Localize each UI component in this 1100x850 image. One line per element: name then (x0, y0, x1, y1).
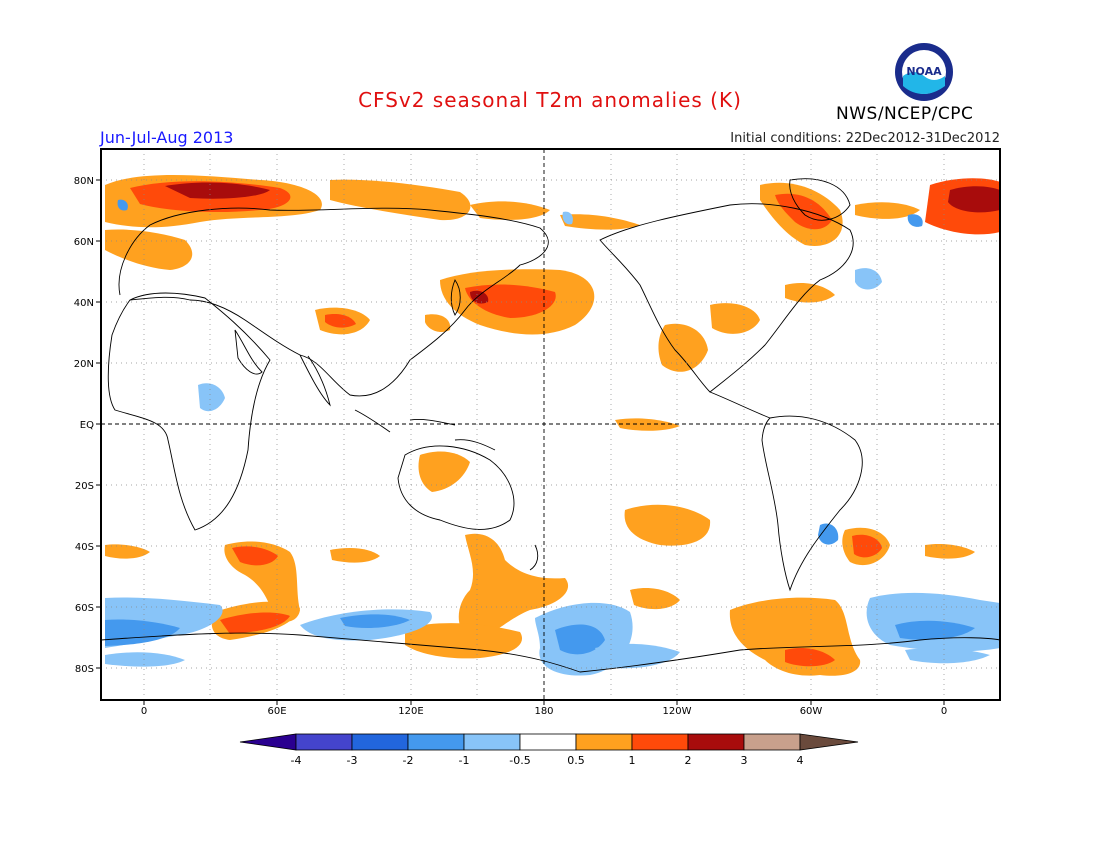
lat-label: 60N (74, 237, 94, 248)
lon-label: 0 (941, 706, 947, 717)
colorbar-swatch (631, 733, 689, 751)
lat-label: 80N (74, 176, 94, 187)
colorbar-swatch (687, 733, 745, 751)
lon-label: 60E (267, 706, 286, 717)
latitude-labels: 80N 60N 40N 20N EQ 20S 40S 60S 80S (74, 176, 94, 675)
colorbar-swatch (407, 733, 465, 751)
lat-label: 20N (74, 359, 94, 370)
colorbar-swatch (351, 733, 409, 751)
graticule (101, 149, 1000, 700)
colorbar: -4 -3 -2 -1 -0.5 0.5 1 2 3 4 (239, 733, 859, 767)
colorbar-label: 4 (797, 754, 804, 767)
lon-label: 180 (534, 706, 553, 717)
colorbar-label: -1 (459, 754, 470, 767)
colorbar-label: -0.5 (509, 754, 530, 767)
colorbar-swatch (463, 733, 521, 751)
noaa-logo-icon: NOAA (895, 43, 953, 101)
colorbar-label: -2 (403, 754, 414, 767)
map-title: CFSv2 seasonal T2m anomalies (K) (358, 88, 742, 112)
colorbar-label: 1 (629, 754, 636, 767)
svg-text:NOAA: NOAA (906, 65, 942, 78)
colorbar-swatch (519, 733, 577, 751)
colorbar-swatch (575, 733, 633, 751)
lat-label: EQ (80, 420, 94, 431)
lon-label: 120W (663, 706, 692, 717)
lon-label: 120E (398, 706, 423, 717)
coastlines (101, 178, 1000, 673)
cold-anomalies (105, 199, 1000, 676)
period-label: Jun-Jul-Aug 2013 (100, 128, 234, 147)
lat-label: 40S (75, 542, 94, 553)
colorbar-max-arrow (799, 733, 859, 751)
longitude-labels: 0 60E 120E 180 120W 60W 0 (141, 706, 947, 717)
warm-anomalies (105, 175, 1000, 676)
equator-dateline (101, 149, 1000, 700)
colorbar-swatch (743, 733, 801, 751)
colorbar-label: -4 (291, 754, 302, 767)
lat-label: 40N (74, 298, 94, 309)
colorbar-label: 3 (741, 754, 748, 767)
lat-label: 60S (75, 603, 94, 614)
colorbar-min-arrow (239, 733, 297, 751)
agency-label: NWS/NCEP/CPC (836, 104, 974, 124)
colorbar-label: 0.5 (567, 754, 585, 767)
colorbar-label: -3 (347, 754, 358, 767)
lon-label: 0 (141, 706, 147, 717)
colorbar-label: 2 (685, 754, 692, 767)
lat-label: 80S (75, 664, 94, 675)
lon-label: 60W (800, 706, 823, 717)
colorbar-swatch (295, 733, 353, 751)
initial-conditions-label: Initial conditions: 22Dec2012-31Dec2012 (730, 131, 1000, 146)
lat-label: 20S (75, 481, 94, 492)
